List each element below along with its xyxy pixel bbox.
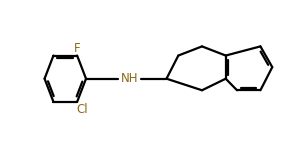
- Text: Cl: Cl: [76, 103, 88, 116]
- Text: F: F: [74, 41, 80, 55]
- Text: NH: NH: [121, 72, 138, 85]
